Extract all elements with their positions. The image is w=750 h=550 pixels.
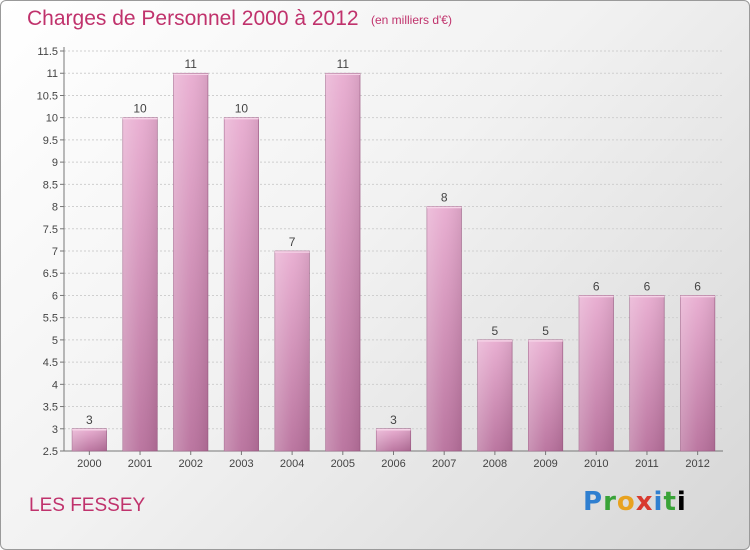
- bar-shine: [680, 295, 715, 451]
- commune-name: LES FESSEY: [29, 495, 146, 516]
- y-tick-label: 3.5: [43, 402, 58, 414]
- x-tick-label: 2001: [128, 458, 152, 470]
- y-tick-label: 5.5: [43, 313, 58, 325]
- y-tick-label: 10.5: [37, 90, 58, 102]
- y-tick-label: 3: [52, 424, 58, 436]
- proxiti-logo: Proxiti: [583, 487, 687, 517]
- bar-shine: [376, 428, 411, 451]
- y-tick-label: 10: [46, 113, 58, 125]
- bar-shine: [224, 117, 259, 452]
- chart-title: Charges de Personnel 2000 à 2012: [27, 7, 359, 30]
- bar-shine: [477, 339, 513, 451]
- logo-letter: t: [663, 487, 677, 517]
- x-tick-label: 2009: [533, 458, 557, 470]
- data-label: 3: [86, 413, 93, 427]
- y-tick-label: 8.5: [43, 179, 58, 191]
- data-label: 5: [542, 324, 549, 338]
- bar-shine: [629, 295, 665, 451]
- logo-letter: r: [603, 487, 617, 517]
- y-tick-label: 7.5: [43, 224, 58, 236]
- x-tick-label: 2004: [280, 458, 304, 470]
- y-tick-label: 6.5: [43, 268, 58, 280]
- data-label: 11: [337, 57, 350, 71]
- logo-letter: P: [583, 487, 604, 517]
- data-label: 7: [289, 235, 296, 249]
- x-tick-label: 2007: [432, 458, 456, 470]
- y-tick-label: 6: [52, 290, 58, 302]
- bar-shine: [528, 339, 563, 451]
- x-tick-label: 2002: [178, 458, 202, 470]
- y-tick-label: 9.5: [43, 135, 58, 147]
- x-tick-label: 2008: [483, 458, 507, 470]
- x-tick-label: 2010: [584, 458, 608, 470]
- y-tick-label: 9: [52, 157, 58, 169]
- y-tick-label: 5: [52, 335, 58, 347]
- chart-subtitle: (en milliers d'€): [371, 13, 452, 27]
- bar-shine: [72, 428, 107, 451]
- logo-letter: i: [676, 487, 687, 517]
- logo-letter: o: [616, 487, 636, 517]
- bar-shine: [579, 295, 614, 451]
- y-tick-label: 4: [52, 379, 58, 391]
- x-tick-label: 2006: [381, 458, 405, 470]
- y-tick-label: 2.5: [43, 446, 58, 458]
- x-tick-label: 2012: [685, 458, 709, 470]
- logo-letter: x: [635, 487, 654, 517]
- x-tick-label: 2003: [229, 458, 253, 470]
- bar-shine: [274, 251, 310, 451]
- y-tick-label: 8: [52, 202, 58, 214]
- bar-shine: [426, 206, 462, 451]
- data-label: 10: [235, 102, 249, 116]
- y-tick-label: 11: [47, 68, 58, 80]
- x-tick-label: 2005: [331, 458, 355, 470]
- data-label: 8: [441, 191, 448, 205]
- y-tick-label: 11.5: [37, 46, 58, 58]
- data-label: 10: [133, 102, 147, 116]
- data-label: 11: [184, 57, 197, 71]
- x-tick-label: 2000: [77, 458, 101, 470]
- data-label: 6: [694, 279, 701, 293]
- y-tick-label: 4.5: [43, 357, 58, 369]
- bar-shine: [173, 73, 208, 451]
- data-label: 6: [593, 279, 600, 293]
- data-label: 5: [492, 324, 499, 338]
- y-tick-label: 7: [52, 246, 58, 258]
- data-label: 3: [390, 413, 397, 427]
- x-tick-label: 2011: [635, 458, 659, 470]
- logo-letter: i: [653, 487, 664, 517]
- data-label: 6: [644, 279, 651, 293]
- bar-shine: [122, 117, 158, 452]
- bar-shine: [325, 73, 361, 451]
